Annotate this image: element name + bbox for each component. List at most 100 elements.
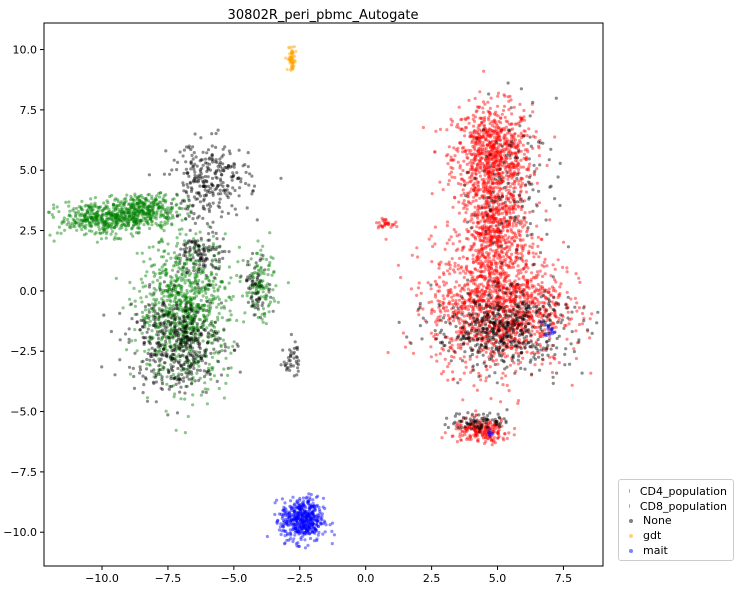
data-point xyxy=(95,240,99,244)
data-point xyxy=(477,105,481,110)
data-point xyxy=(475,105,480,109)
data-point xyxy=(175,312,179,316)
data-point xyxy=(499,177,503,181)
data-point xyxy=(410,253,414,257)
data-point xyxy=(445,220,450,224)
data-point xyxy=(525,174,529,178)
data-point xyxy=(464,211,468,215)
data-point xyxy=(518,310,523,314)
data-point xyxy=(476,165,480,169)
data-point xyxy=(510,161,514,165)
data-point xyxy=(484,184,488,188)
data-point xyxy=(116,200,120,204)
data-point xyxy=(466,116,470,120)
data-point xyxy=(175,236,179,240)
data-point xyxy=(493,125,497,129)
data-point xyxy=(479,156,483,160)
data-point xyxy=(489,176,493,180)
data-point xyxy=(492,154,496,158)
data-point xyxy=(510,162,514,166)
data-point xyxy=(451,370,455,374)
data-point xyxy=(481,140,485,144)
data-point xyxy=(481,129,486,133)
data-point xyxy=(87,205,91,209)
data-point xyxy=(516,179,520,183)
data-point xyxy=(522,108,526,113)
data-point xyxy=(519,271,523,275)
data-point xyxy=(519,136,524,140)
data-point xyxy=(212,374,216,378)
data-point xyxy=(492,257,496,262)
data-point xyxy=(498,255,502,259)
data-point xyxy=(157,191,161,196)
data-point xyxy=(224,381,228,385)
data-point xyxy=(496,131,500,135)
data-point xyxy=(461,150,465,154)
data-point xyxy=(478,159,482,163)
data-point xyxy=(495,126,499,130)
data-point xyxy=(531,301,535,305)
data-point xyxy=(519,117,523,121)
data-point xyxy=(458,166,462,170)
data-point xyxy=(489,191,493,195)
data-point xyxy=(456,149,460,153)
data-point xyxy=(501,225,505,229)
data-point xyxy=(214,131,218,136)
data-point xyxy=(487,139,491,143)
data-point xyxy=(495,149,500,153)
data-point xyxy=(89,216,93,220)
data-point xyxy=(503,155,507,159)
data-point xyxy=(458,141,462,145)
data-point xyxy=(471,275,475,279)
data-point xyxy=(494,181,498,185)
data-point xyxy=(496,174,500,178)
data-point xyxy=(164,409,168,413)
data-point xyxy=(485,143,490,147)
data-point xyxy=(108,217,113,221)
data-point xyxy=(129,217,133,222)
data-point xyxy=(499,144,503,148)
data-point xyxy=(499,202,503,206)
data-point xyxy=(129,194,133,199)
data-point xyxy=(481,214,485,218)
data-point xyxy=(476,183,480,187)
data-point xyxy=(551,321,555,325)
data-point xyxy=(438,314,442,318)
data-point xyxy=(502,136,506,140)
data-point xyxy=(512,145,516,149)
data-point xyxy=(465,203,469,207)
data-point xyxy=(107,224,111,228)
data-point xyxy=(488,189,492,193)
data-point xyxy=(495,178,499,182)
data-point xyxy=(565,266,569,270)
data-point xyxy=(501,179,505,183)
data-point xyxy=(526,296,530,300)
data-point xyxy=(211,160,215,164)
data-point xyxy=(491,181,495,185)
data-point xyxy=(507,181,511,185)
data-point xyxy=(516,162,520,166)
data-point xyxy=(247,183,251,187)
data-point xyxy=(533,332,537,336)
data-point xyxy=(256,239,260,243)
data-point xyxy=(163,269,167,273)
data-point xyxy=(486,153,490,157)
data-point xyxy=(154,211,158,215)
data-point xyxy=(488,113,492,117)
data-point xyxy=(165,375,169,379)
data-point xyxy=(260,271,264,275)
data-point xyxy=(511,134,515,138)
data-point xyxy=(132,286,136,290)
data-point xyxy=(495,147,499,151)
data-point xyxy=(128,297,132,301)
data-point xyxy=(509,168,513,172)
data-point xyxy=(202,315,206,319)
data-point xyxy=(467,148,471,152)
data-point xyxy=(484,276,488,280)
data-point xyxy=(452,228,456,232)
data-point xyxy=(192,212,196,216)
data-point xyxy=(488,238,492,243)
data-point xyxy=(419,291,423,295)
data-point xyxy=(468,151,472,155)
data-point xyxy=(175,168,179,172)
